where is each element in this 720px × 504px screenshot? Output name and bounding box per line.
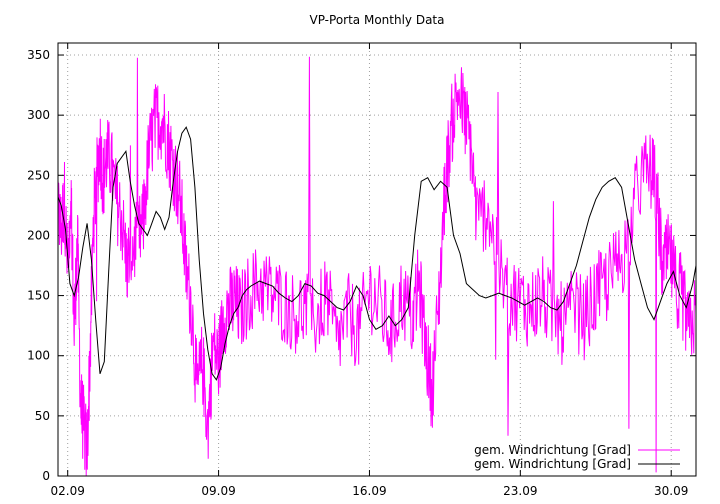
series-0 [58, 57, 696, 476]
legend: gem. Windrichtung [Grad] gem. Windrichtu… [474, 443, 680, 471]
series-layer [58, 57, 696, 476]
y-tick-label: 0 [42, 469, 50, 483]
y-tick-label: 200 [27, 228, 50, 242]
x-tick-label: 23.09 [503, 484, 537, 498]
x-tick-label: 02.09 [51, 484, 85, 498]
x-tick-label: 30.09 [654, 484, 688, 498]
chart: VP-Porta Monthly Data 0 50 100 150 200 250 300… [0, 0, 720, 504]
legend-label-1: gem. Windrichtung [Grad] [474, 457, 631, 471]
chart-title: VP-Porta Monthly Data [310, 13, 445, 27]
y-tick-label: 300 [27, 108, 50, 122]
legend-label-0: gem. Windrichtung [Grad] [474, 443, 631, 457]
x-tick-label: 09.09 [201, 484, 235, 498]
y-tick-label: 50 [35, 409, 50, 423]
y-tick-label: 250 [27, 168, 50, 182]
series-line-raw [58, 57, 696, 476]
y-tick-label: 350 [27, 48, 50, 62]
y-tick-label: 100 [27, 349, 50, 363]
y-tick-label: 150 [27, 289, 50, 303]
x-tick-label: 16.09 [352, 484, 386, 498]
